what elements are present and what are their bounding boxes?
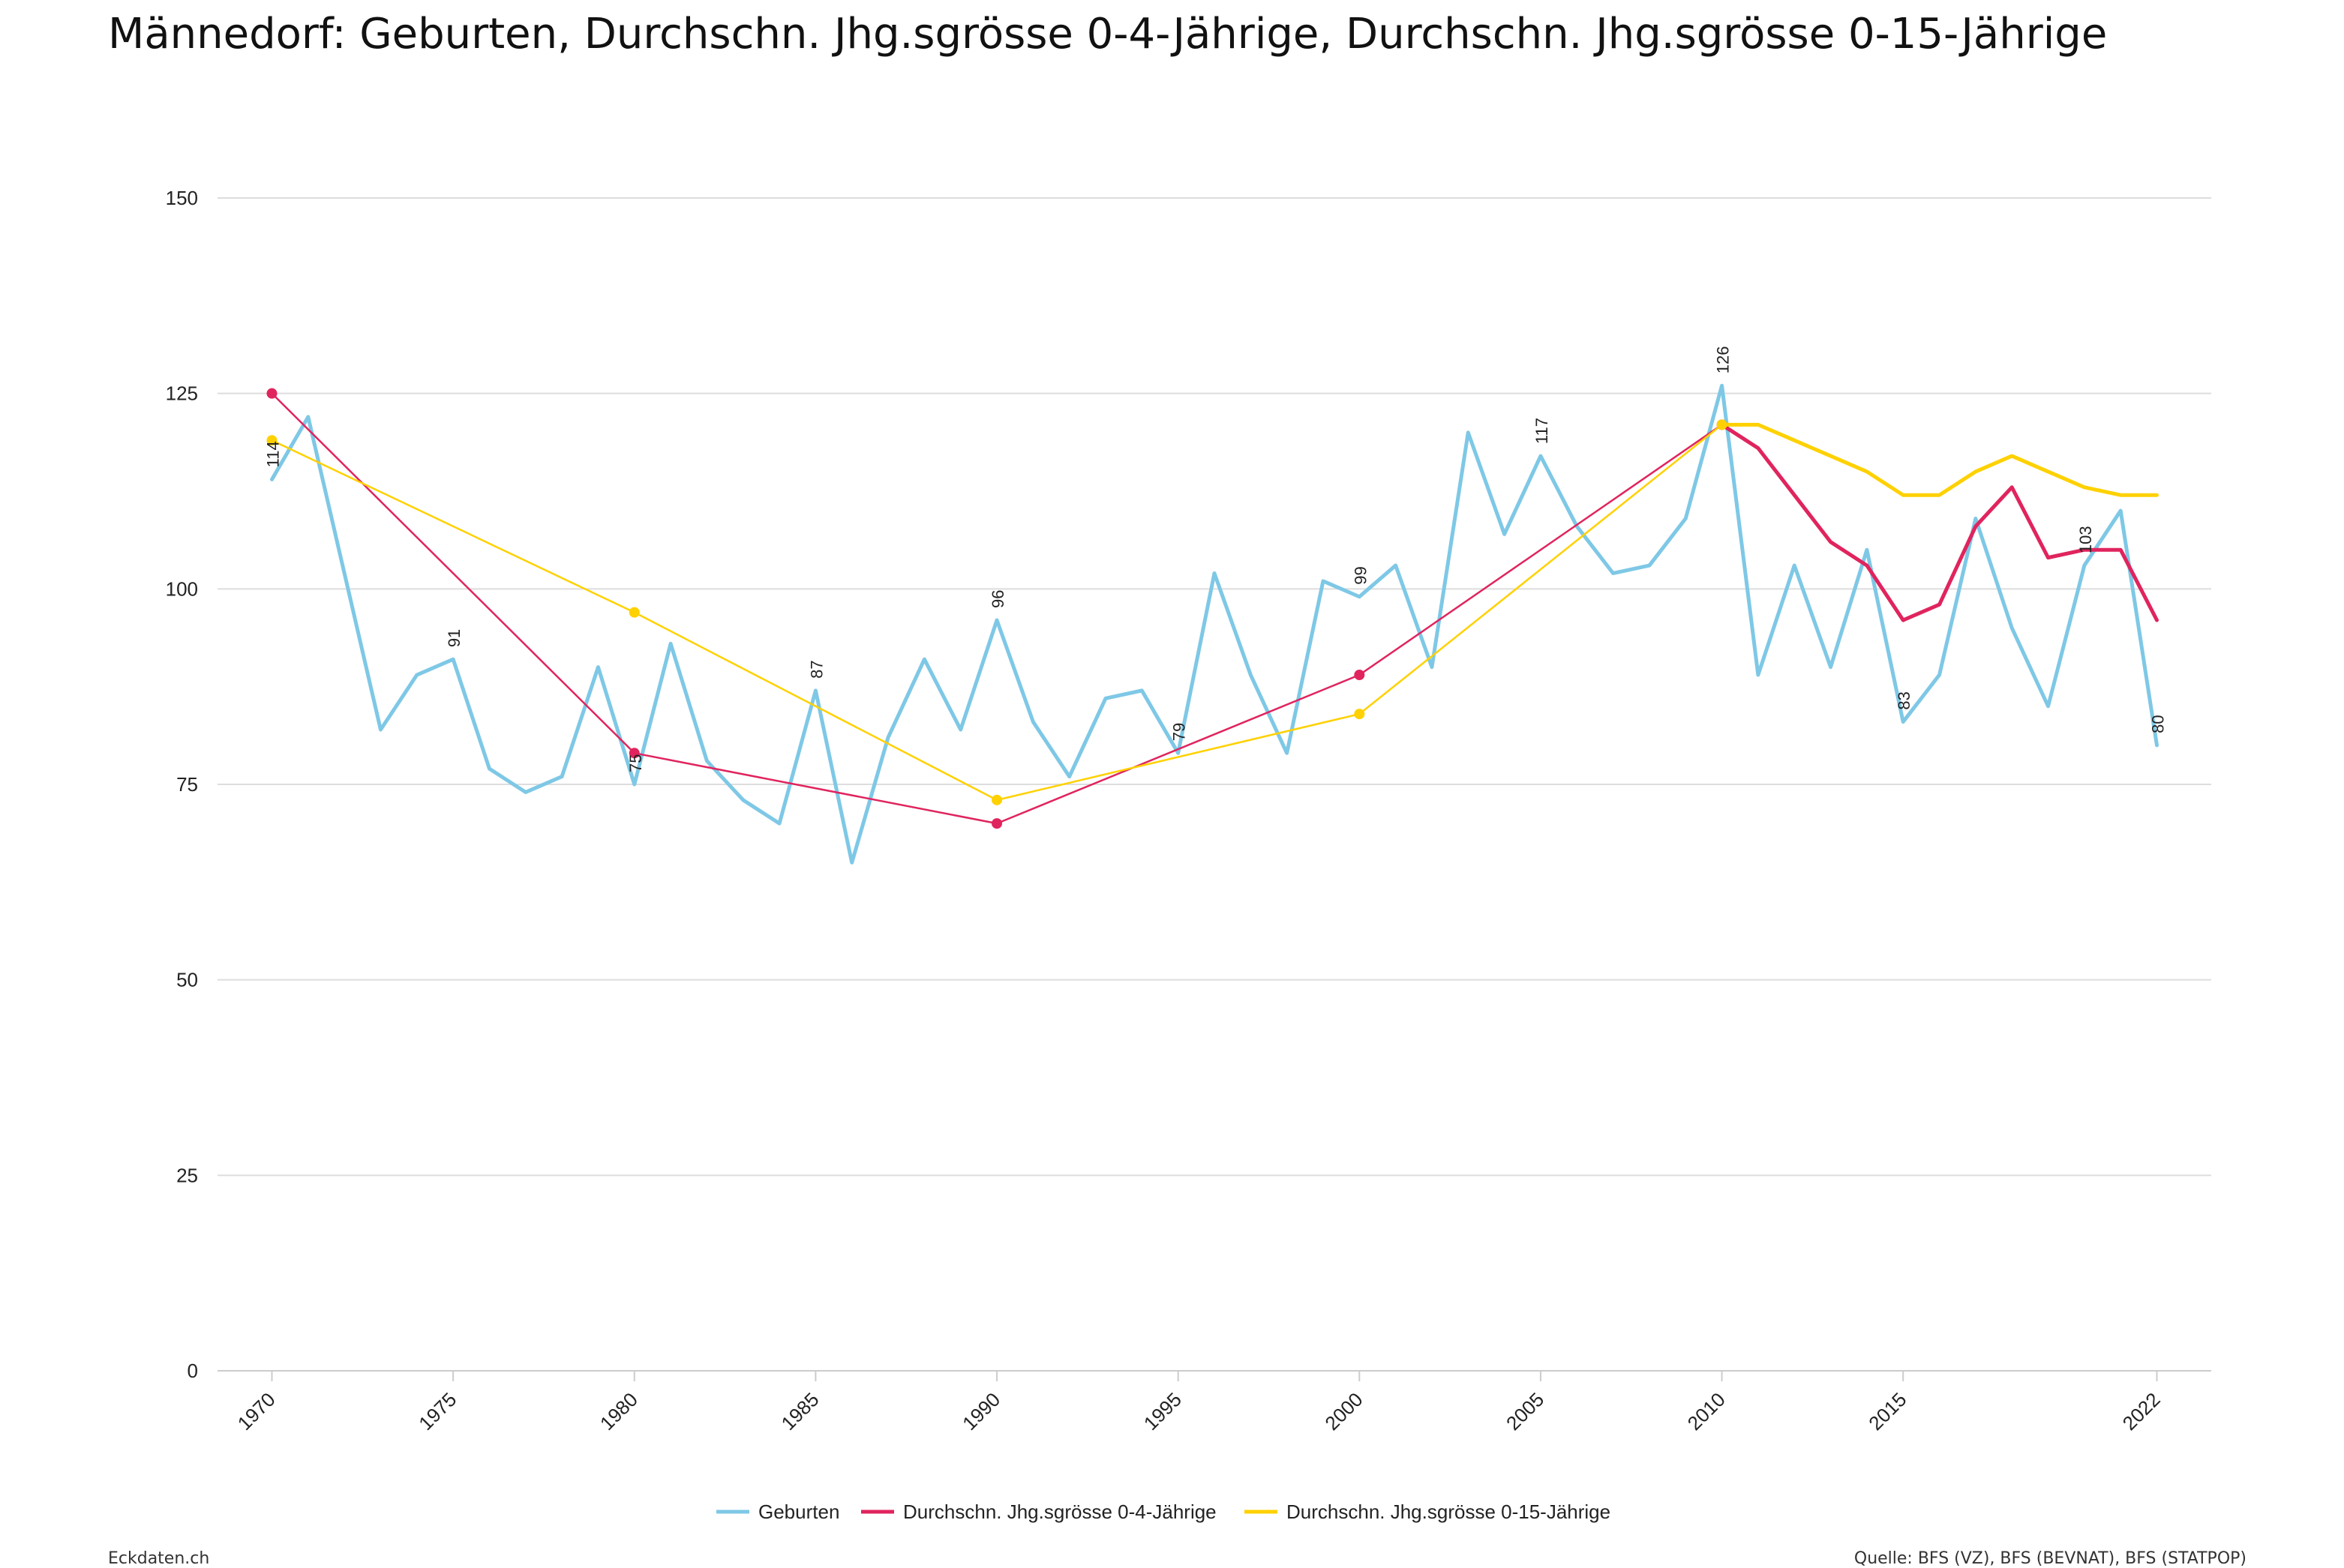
x-tick-label: 1975 xyxy=(414,1388,461,1435)
series-marker xyxy=(629,607,640,618)
data-label: 103 xyxy=(2076,526,2095,553)
y-axis-ticks: 0 25 50 75 100 125 150 xyxy=(166,187,198,1382)
x-tick-label: 2000 xyxy=(1320,1388,1367,1435)
y-tick-label: 150 xyxy=(166,187,198,209)
data-label: 75 xyxy=(626,754,645,772)
y-tick-label: 0 xyxy=(188,1360,198,1382)
x-axis: 1970 1975 1980 1985 1990 1995 2000 2005 2010 2015… xyxy=(233,1371,2165,1435)
y-tick-label: 25 xyxy=(176,1164,198,1186)
data-label: 96 xyxy=(989,590,1007,608)
data-label: 91 xyxy=(445,629,464,647)
footer-brand: Eckdaten.ch xyxy=(108,1549,210,1568)
series-markers xyxy=(266,388,1727,829)
x-tick-label: 1980 xyxy=(596,1388,642,1435)
data-label: 80 xyxy=(2149,715,2168,733)
series-marker xyxy=(1354,670,1365,681)
data-label: 87 xyxy=(807,660,826,678)
legend: Geburten Durchschn. Jhg.sgrösse 0-4-Jähri… xyxy=(716,1501,1610,1523)
x-tick-label: 1990 xyxy=(958,1388,1004,1435)
series-marker xyxy=(266,388,278,399)
series-line-annual-2 xyxy=(1720,422,2159,622)
data-label: 83 xyxy=(1895,691,1913,709)
grid-lines xyxy=(218,197,2211,1372)
footer-source: Quelle: BFS (VZ), BFS (BEVNAT), BFS (STA… xyxy=(1853,1549,2246,1568)
y-tick-label: 100 xyxy=(166,577,198,600)
legend-label: Geburten xyxy=(758,1501,839,1523)
chart-title: Männedorf: Geburten, Durchschn. Jhg.sgrö… xyxy=(108,10,2108,58)
y-tick-label: 75 xyxy=(176,773,198,796)
x-tick-label: 1970 xyxy=(233,1388,280,1435)
series-marker xyxy=(1716,419,1727,430)
data-label: 114 xyxy=(263,441,282,467)
series-line-3 xyxy=(271,424,2158,802)
data-label: 99 xyxy=(1351,566,1370,584)
data-label: 79 xyxy=(1170,723,1189,741)
series-marker xyxy=(992,818,1003,829)
legend-label: Durchschn. Jhg.sgrösse 0-15-Jährige xyxy=(1286,1501,1610,1523)
data-labels: 114 91 75 87 96 79 99 117 126 83 103 80 xyxy=(263,346,2167,772)
series-line-1 xyxy=(269,383,2159,865)
series-line-annual-3 xyxy=(1720,422,2159,497)
legend-label: Durchschn. Jhg.sgrösse 0-4-Jährige xyxy=(903,1501,1217,1523)
x-tick-label: 2015 xyxy=(1864,1388,1910,1435)
y-tick-label: 125 xyxy=(166,382,198,405)
y-tick-label: 50 xyxy=(176,969,198,991)
series-marker xyxy=(266,435,278,446)
series-line-2 xyxy=(271,392,2158,825)
x-tick-label: 2022 xyxy=(2118,1388,2165,1435)
series-marker xyxy=(992,794,1003,805)
series-marker xyxy=(629,748,640,759)
x-tick-label: 1995 xyxy=(1139,1388,1186,1435)
series-marker xyxy=(1354,709,1365,720)
data-label: 126 xyxy=(1714,346,1733,374)
x-tick-label: 2005 xyxy=(1502,1388,1548,1435)
series-lines xyxy=(269,383,2159,865)
x-tick-label: 1985 xyxy=(777,1388,824,1435)
x-tick-label: 2010 xyxy=(1683,1388,1730,1435)
data-label: 117 xyxy=(1532,418,1551,444)
